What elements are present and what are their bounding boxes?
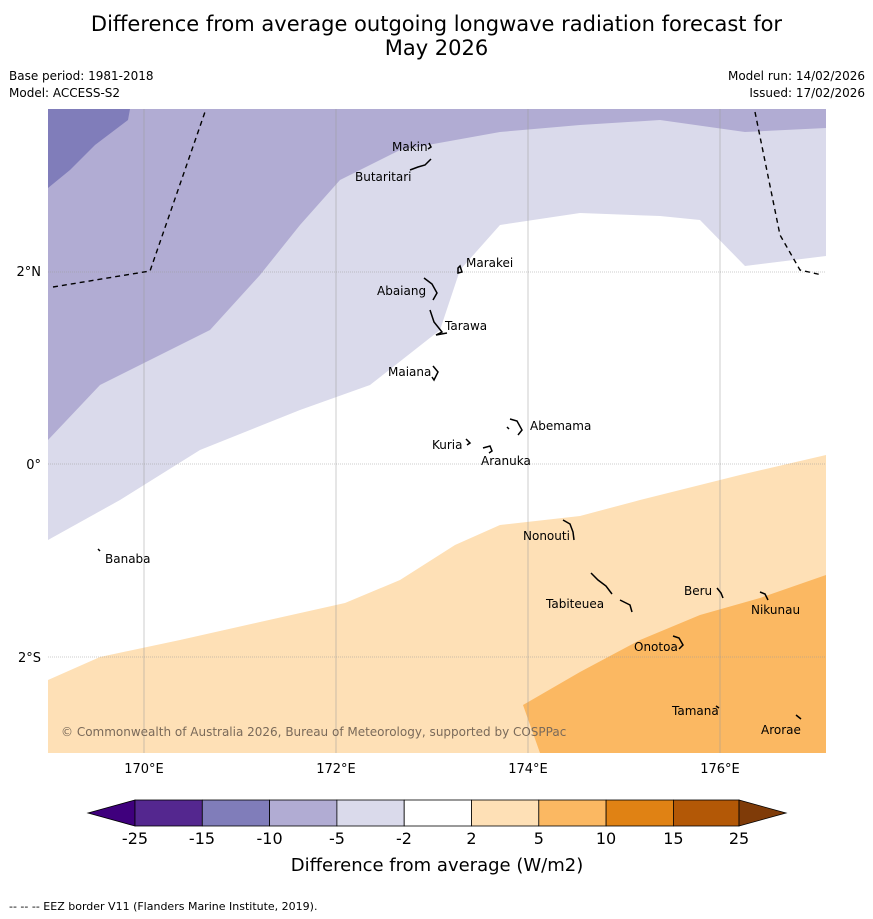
island-marakei [457,264,463,274]
colorbar-extend-low [86,799,136,827]
colorbar-tick-2: 2 [466,829,476,848]
map-title: Difference from average outgoing longwav… [0,12,873,60]
colorbar-bin-minus2-2 [403,799,472,827]
copyright-notice: © Commonwealth of Australia 2026, Bureau… [61,725,566,739]
island-nikunau [759,591,769,601]
y-tick-2n: 2°N [17,265,42,280]
label-nonouti: Nonouti [523,529,570,543]
island-maiana [431,365,439,382]
island-onotoa [672,635,684,650]
eez-border-east [754,111,823,276]
region-minus15-to-minus10 [48,109,130,188]
island-banaba [97,548,101,552]
island-arorae [795,714,802,720]
colorbar-extend-high [738,799,788,827]
label-tabiteuea: Tabiteuea [545,597,604,611]
island-kuria [465,438,472,446]
place-labels: Makin Butaritari Marakei Abaiang Tarawa … [105,140,801,737]
title-line-2: May 2026 [384,36,489,60]
colorbar-tick-minus2: -2 [396,829,412,848]
axis-labels: 170°E 172°E 174°E 176°E 2°N 0° 2°S [17,265,740,777]
eez-footnote: -- -- -- EEZ border V11 (Flanders Marine… [9,900,318,913]
label-kuria: Kuria [432,438,463,452]
x-tick-170e: 170°E [124,762,164,777]
island-tarawa [429,309,448,336]
y-tick-2s: 2°S [18,651,41,666]
eez-borders [52,109,823,288]
region-5-to-10 [523,575,826,753]
label-tamana: Tamana [671,704,719,718]
map-fill-layers [48,109,826,753]
x-tick-174e: 174°E [508,762,548,777]
label-onotoa: Onotoa [634,640,678,654]
colorbar-bin-minus10-minus5 [269,799,338,827]
label-nikunau: Nikunau [751,603,800,617]
label-abemama: Abemama [530,419,591,433]
colorbar: -25 -15 -10 -5 -2 2 5 10 15 25 Differenc… [86,799,788,876]
colorbar-bin-5-10 [538,799,607,827]
issued-date: Issued: 17/02/2026 [749,86,865,100]
metadata-left: Base period: 1981-2018 Model: ACCESS-S2 [9,68,154,102]
label-tarawa: Tarawa [444,319,487,333]
colorbar-bin-minus15-minus10 [201,799,271,827]
x-tick-172e: 172°E [316,762,356,777]
x-tick-176e: 176°E [700,762,740,777]
island-beru [716,587,724,599]
island-tabiteuea [590,572,633,613]
colorbar-tick-minus5: -5 [329,829,345,848]
island-outlines [97,142,802,720]
island-tamana [715,705,720,709]
model-name: Model: ACCESS-S2 [9,86,121,100]
label-banaba: Banaba [105,552,151,566]
colorbar-tick-minus25: -25 [122,829,148,848]
colorbar-tick-minus10: -10 [257,829,283,848]
label-beru: Beru [684,584,712,598]
island-aranuka [482,445,493,454]
label-butaritari: Butaritari [355,170,412,184]
base-period: Base period: 1981-2018 [9,69,154,83]
colorbar-bin-minus25-minus15 [134,799,203,827]
colorbar-label: Difference from average (W/m2) [291,855,583,876]
gridlines [48,109,826,753]
label-arorae: Arorae [761,723,801,737]
colorbar-bin-minus5-minus2 [336,799,405,827]
island-nonouti [562,519,575,541]
label-makin: Makin [392,140,428,154]
label-abaiang: Abaiang [377,284,426,298]
label-marakei: Marakei [466,256,513,270]
label-aranuka: Aranuka [481,454,531,468]
island-abemama [506,418,523,436]
metadata-right: Model run: 14/02/2026 Issued: 17/02/2026 [728,68,865,102]
colorbar-tick-5: 5 [534,829,544,848]
model-run: Model run: 14/02/2026 [727,69,865,83]
y-tick-0: 0° [26,458,41,473]
label-maiana: Maiana [388,365,431,379]
island-abaiang [423,277,438,301]
colorbar-tick-15: 15 [663,829,683,848]
colorbar-tick-10: 10 [596,829,616,848]
colorbar-bin-10-15 [605,799,674,827]
colorbar-bin-15-25 [673,799,740,827]
colorbar-tick-25: 25 [729,829,749,848]
colorbar-bin-2-5 [471,799,540,827]
title-line-1: Difference from average outgoing longwav… [90,12,783,36]
island-butaritari [409,158,432,171]
colorbar-tick-minus15: -15 [189,829,215,848]
island-makin [427,142,432,150]
region-minus10-to-minus5 [48,109,826,440]
